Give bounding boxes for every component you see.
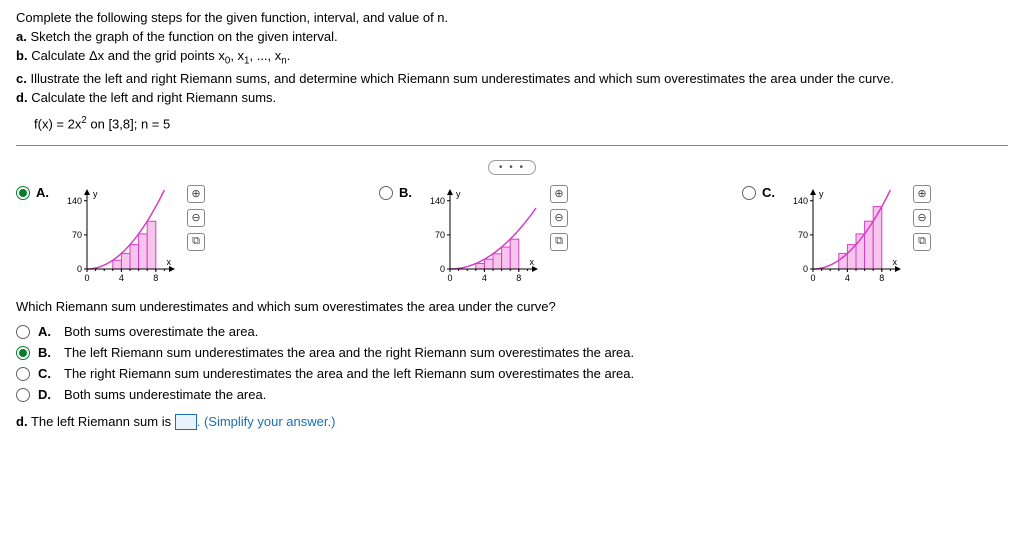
ans-a-letter: A.	[38, 324, 56, 339]
step-b-p1: Calculate Δx and the grid points x	[31, 48, 225, 63]
zoom-in-icon[interactable]: ⊕	[550, 185, 568, 203]
ans-c-letter: C.	[38, 366, 56, 381]
svg-text:0: 0	[803, 264, 808, 274]
ans-c-row: C. The right Riemann sum underestimates …	[16, 366, 1008, 381]
ans-d-row: D. Both sums underestimate the area.	[16, 387, 1008, 402]
choice-c-radio[interactable]	[742, 186, 756, 200]
ans-a-radio[interactable]	[16, 325, 30, 339]
answer-list: A. Both sums overestimate the area. B. T…	[16, 324, 1008, 402]
step-c-text: Illustrate the left and right Riemann su…	[30, 71, 893, 86]
ans-a-row: A. Both sums overestimate the area.	[16, 324, 1008, 339]
graph-c: 070140048xy ⊕ ⊖ ⧉	[785, 185, 905, 285]
svg-text:8: 8	[879, 273, 884, 283]
fn-suffix: on [3,8]; n = 5	[87, 116, 170, 131]
zoom-out-icon[interactable]: ⊖	[187, 209, 205, 227]
choice-b-label: B.	[399, 185, 412, 200]
svg-text:8: 8	[153, 273, 158, 283]
svg-text:4: 4	[482, 273, 487, 283]
choice-c-label: C.	[762, 185, 775, 200]
step-b-p4: .	[287, 48, 291, 63]
ans-d-text: Both sums underestimate the area.	[64, 387, 266, 402]
step-b-p2: , x	[230, 48, 244, 63]
zoom-out-icon[interactable]: ⊖	[913, 209, 931, 227]
step-a-text: Sketch the graph of the function on the …	[30, 29, 337, 44]
ans-c-radio[interactable]	[16, 367, 30, 381]
svg-text:70: 70	[798, 230, 808, 240]
graph-c-svg: 0 70 140 0 4 8x y	[785, 185, 905, 285]
svg-text:0: 0	[810, 273, 815, 283]
graph-a-svg: 0 70 140 0 4 8x y	[59, 185, 179, 285]
answer-input[interactable]	[175, 414, 197, 430]
svg-text:0: 0	[84, 273, 89, 283]
intro-text: Complete the following steps for the giv…	[16, 10, 1008, 25]
step-d: d. Calculate the left and right Riemann …	[16, 90, 1008, 105]
svg-text:0: 0	[447, 273, 452, 283]
function-def: f(x) = 2x2 on [3,8]; n = 5	[34, 115, 1008, 131]
step-a: a. Sketch the graph of the function on t…	[16, 29, 1008, 44]
svg-text:8: 8	[516, 273, 521, 283]
choice-a-block: A. 070140048xy ⊕ ⊖ ⧉	[16, 185, 179, 285]
svg-text:x: x	[893, 257, 898, 267]
svg-text:0: 0	[440, 264, 445, 274]
ans-d-letter: D.	[38, 387, 56, 402]
ans-b-radio[interactable]	[16, 346, 30, 360]
svg-text:y: y	[456, 189, 461, 199]
svg-text:4: 4	[119, 273, 124, 283]
graph-choices: A. 070140048xy ⊕ ⊖ ⧉ B. 070140048xy ⊕ ⊖ …	[16, 185, 1008, 285]
step-b-p3: , ..., x	[249, 48, 281, 63]
svg-text:70: 70	[435, 230, 445, 240]
zoom-in-icon[interactable]: ⊕	[913, 185, 931, 203]
graph-b: 070140048xy ⊕ ⊖ ⧉	[422, 185, 542, 285]
ans-b-row: B. The left Riemann sum underestimates t…	[16, 345, 1008, 360]
choice-a-radio[interactable]	[16, 186, 30, 200]
zoom-out-icon[interactable]: ⊖	[550, 209, 568, 227]
part-d-before: The left Riemann sum is	[31, 414, 175, 429]
svg-text:x: x	[167, 257, 172, 267]
svg-text:140: 140	[67, 196, 82, 206]
svg-text:y: y	[819, 189, 824, 199]
expand-icon[interactable]: ⧉	[187, 233, 205, 251]
svg-text:y: y	[93, 189, 98, 199]
step-b: b. Calculate Δx and the grid points x0, …	[16, 48, 1008, 67]
question-2: Which Riemann sum underestimates and whi…	[16, 299, 1008, 314]
ans-a-text: Both sums overestimate the area.	[64, 324, 258, 339]
choice-c-block: C. 070140048xy ⊕ ⊖ ⧉	[742, 185, 905, 285]
svg-text:70: 70	[72, 230, 82, 240]
zoom-in-icon[interactable]: ⊕	[187, 185, 205, 203]
svg-text:140: 140	[430, 196, 445, 206]
graph-a: 070140048xy ⊕ ⊖ ⧉	[59, 185, 179, 285]
divider	[16, 145, 1008, 146]
part-d-row: d. The left Riemann sum is . (Simplify y…	[16, 414, 1008, 431]
step-c: c. Illustrate the left and right Riemann…	[16, 71, 1008, 86]
ans-b-letter: B.	[38, 345, 56, 360]
step-d-text: Calculate the left and right Riemann sum…	[31, 90, 276, 105]
choice-b-radio[interactable]	[379, 186, 393, 200]
svg-text:x: x	[530, 257, 535, 267]
expand-icon[interactable]: ⧉	[913, 233, 931, 251]
choice-b-block: B. 070140048xy ⊕ ⊖ ⧉	[379, 185, 542, 285]
ans-c-text: The right Riemann sum underestimates the…	[64, 366, 634, 381]
ans-b-text: The left Riemann sum underestimates the …	[64, 345, 634, 360]
part-d-after: . (Simplify your answer.)	[197, 414, 336, 429]
ellipsis-pill[interactable]: • • •	[488, 160, 536, 175]
svg-text:4: 4	[845, 273, 850, 283]
expand-icon[interactable]: ⧉	[550, 233, 568, 251]
ans-d-radio[interactable]	[16, 388, 30, 402]
fn-prefix: f(x) = 2x	[34, 116, 81, 131]
svg-text:0: 0	[77, 264, 82, 274]
graph-b-svg: 0 70 140 0 4 8x y	[422, 185, 542, 285]
choice-a-label: A.	[36, 185, 49, 200]
svg-text:140: 140	[793, 196, 808, 206]
part-d-label: d.	[16, 414, 28, 429]
